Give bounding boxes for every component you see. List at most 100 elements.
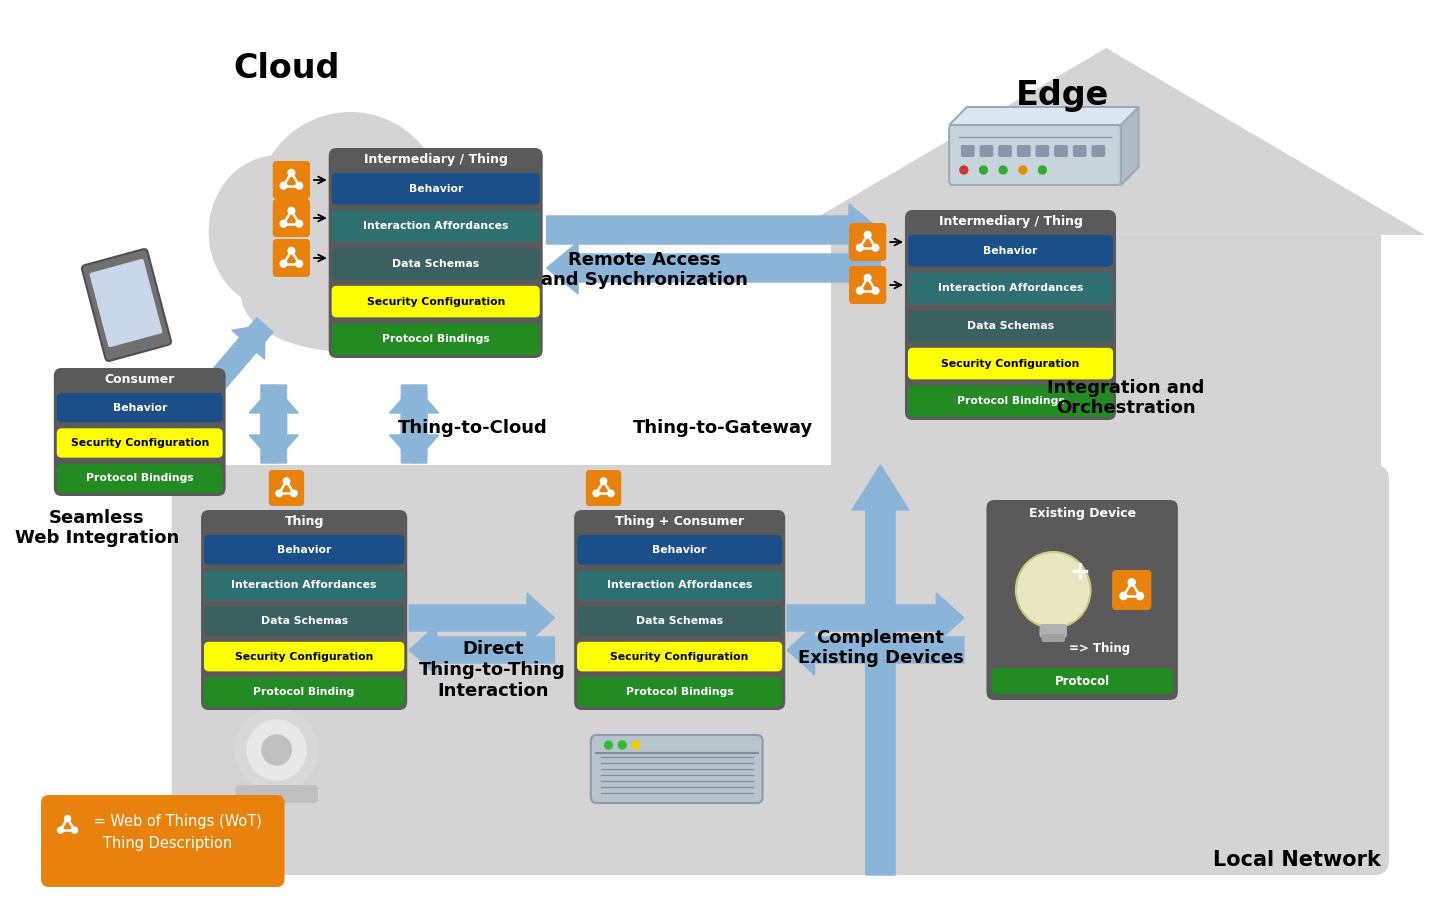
FancyArrow shape — [409, 593, 554, 643]
Circle shape — [281, 260, 287, 267]
Ellipse shape — [209, 155, 347, 309]
FancyBboxPatch shape — [850, 266, 886, 304]
FancyBboxPatch shape — [907, 385, 1113, 417]
Text: Edge: Edge — [1015, 78, 1109, 112]
Circle shape — [248, 720, 307, 780]
Text: Security Configuration: Security Configuration — [367, 297, 505, 307]
FancyArrow shape — [547, 242, 880, 294]
Circle shape — [235, 708, 318, 792]
Bar — [831, 235, 1381, 511]
Ellipse shape — [256, 112, 445, 304]
Text: +: + — [1070, 560, 1090, 584]
Text: Interaction Affordances: Interaction Affordances — [937, 283, 1083, 293]
FancyBboxPatch shape — [850, 223, 886, 261]
FancyBboxPatch shape — [204, 606, 405, 636]
Text: Behavior: Behavior — [276, 545, 331, 555]
Circle shape — [1128, 579, 1135, 586]
Text: Protocol Bindings: Protocol Bindings — [956, 396, 1064, 407]
Text: Interaction Affordances: Interaction Affordances — [232, 581, 377, 590]
FancyBboxPatch shape — [1092, 145, 1106, 157]
Circle shape — [291, 491, 297, 497]
Polygon shape — [788, 48, 1426, 235]
FancyBboxPatch shape — [577, 571, 782, 600]
Text: Behavior: Behavior — [409, 183, 462, 194]
Circle shape — [295, 260, 302, 267]
Text: Complement
Existing Devices: Complement Existing Devices — [798, 629, 963, 668]
Circle shape — [262, 735, 291, 765]
Text: Security Configuration: Security Configuration — [942, 359, 1080, 369]
FancyBboxPatch shape — [53, 368, 226, 496]
FancyBboxPatch shape — [949, 125, 1120, 185]
FancyArrow shape — [788, 625, 963, 675]
Circle shape — [295, 183, 302, 189]
FancyBboxPatch shape — [331, 286, 540, 317]
FancyBboxPatch shape — [577, 642, 782, 671]
Circle shape — [72, 827, 78, 833]
FancyBboxPatch shape — [577, 678, 782, 707]
FancyBboxPatch shape — [331, 248, 540, 279]
Text: Data Schemas: Data Schemas — [966, 321, 1054, 331]
FancyBboxPatch shape — [331, 324, 540, 355]
Circle shape — [979, 166, 988, 174]
FancyBboxPatch shape — [1017, 145, 1031, 157]
Text: Security Configuration: Security Configuration — [235, 652, 373, 662]
FancyBboxPatch shape — [89, 259, 163, 348]
Circle shape — [857, 244, 863, 251]
Text: Thing + Consumer: Thing + Consumer — [615, 514, 744, 527]
Text: Protocol Binding: Protocol Binding — [253, 687, 354, 697]
FancyBboxPatch shape — [269, 470, 304, 506]
FancyArrow shape — [852, 465, 909, 875]
Text: Behavior: Behavior — [652, 545, 707, 555]
FancyArrow shape — [180, 325, 265, 422]
Circle shape — [1015, 552, 1090, 628]
FancyBboxPatch shape — [331, 173, 540, 205]
FancyArrow shape — [249, 385, 298, 463]
Circle shape — [281, 220, 287, 227]
FancyArrow shape — [189, 318, 274, 415]
Text: Security Configuration: Security Configuration — [611, 652, 749, 662]
Circle shape — [600, 478, 606, 484]
Circle shape — [1120, 593, 1128, 599]
Circle shape — [605, 741, 612, 749]
FancyBboxPatch shape — [577, 535, 782, 564]
Text: Thing: Thing — [285, 514, 324, 527]
FancyBboxPatch shape — [577, 606, 782, 636]
Circle shape — [618, 741, 626, 749]
Text: Seamless
Web Integration: Seamless Web Integration — [14, 509, 179, 548]
FancyBboxPatch shape — [586, 470, 621, 506]
Circle shape — [1020, 166, 1027, 174]
Text: Behavior: Behavior — [112, 403, 167, 413]
Circle shape — [295, 220, 302, 227]
FancyBboxPatch shape — [1035, 145, 1050, 157]
Circle shape — [276, 491, 282, 497]
Text: Local Network: Local Network — [1214, 850, 1381, 870]
FancyBboxPatch shape — [272, 161, 310, 199]
FancyBboxPatch shape — [979, 145, 994, 157]
Ellipse shape — [354, 155, 492, 309]
FancyArrow shape — [249, 385, 298, 463]
FancyBboxPatch shape — [991, 668, 1174, 694]
FancyBboxPatch shape — [204, 678, 405, 707]
Text: => Thing: => Thing — [1070, 642, 1130, 655]
FancyArrow shape — [547, 204, 880, 256]
FancyBboxPatch shape — [331, 210, 540, 242]
Text: Thing-to-Gateway: Thing-to-Gateway — [634, 419, 814, 437]
Ellipse shape — [242, 240, 459, 352]
Circle shape — [284, 478, 289, 484]
Text: Integration and
Orchestration: Integration and Orchestration — [1047, 379, 1204, 418]
FancyBboxPatch shape — [204, 642, 405, 671]
FancyBboxPatch shape — [204, 571, 405, 600]
Circle shape — [608, 491, 615, 497]
Circle shape — [873, 288, 878, 294]
Circle shape — [1038, 166, 1047, 174]
FancyBboxPatch shape — [904, 210, 1116, 420]
Text: Consumer: Consumer — [105, 372, 174, 385]
FancyBboxPatch shape — [328, 148, 543, 358]
Circle shape — [632, 741, 639, 749]
Polygon shape — [1120, 107, 1139, 185]
FancyBboxPatch shape — [907, 310, 1113, 342]
FancyBboxPatch shape — [907, 348, 1113, 379]
Text: = Web of Things (WoT)
   Thing Description: = Web of Things (WoT) Thing Description — [89, 814, 262, 851]
Text: Behavior: Behavior — [984, 246, 1038, 255]
Text: Protocol: Protocol — [1054, 675, 1110, 688]
